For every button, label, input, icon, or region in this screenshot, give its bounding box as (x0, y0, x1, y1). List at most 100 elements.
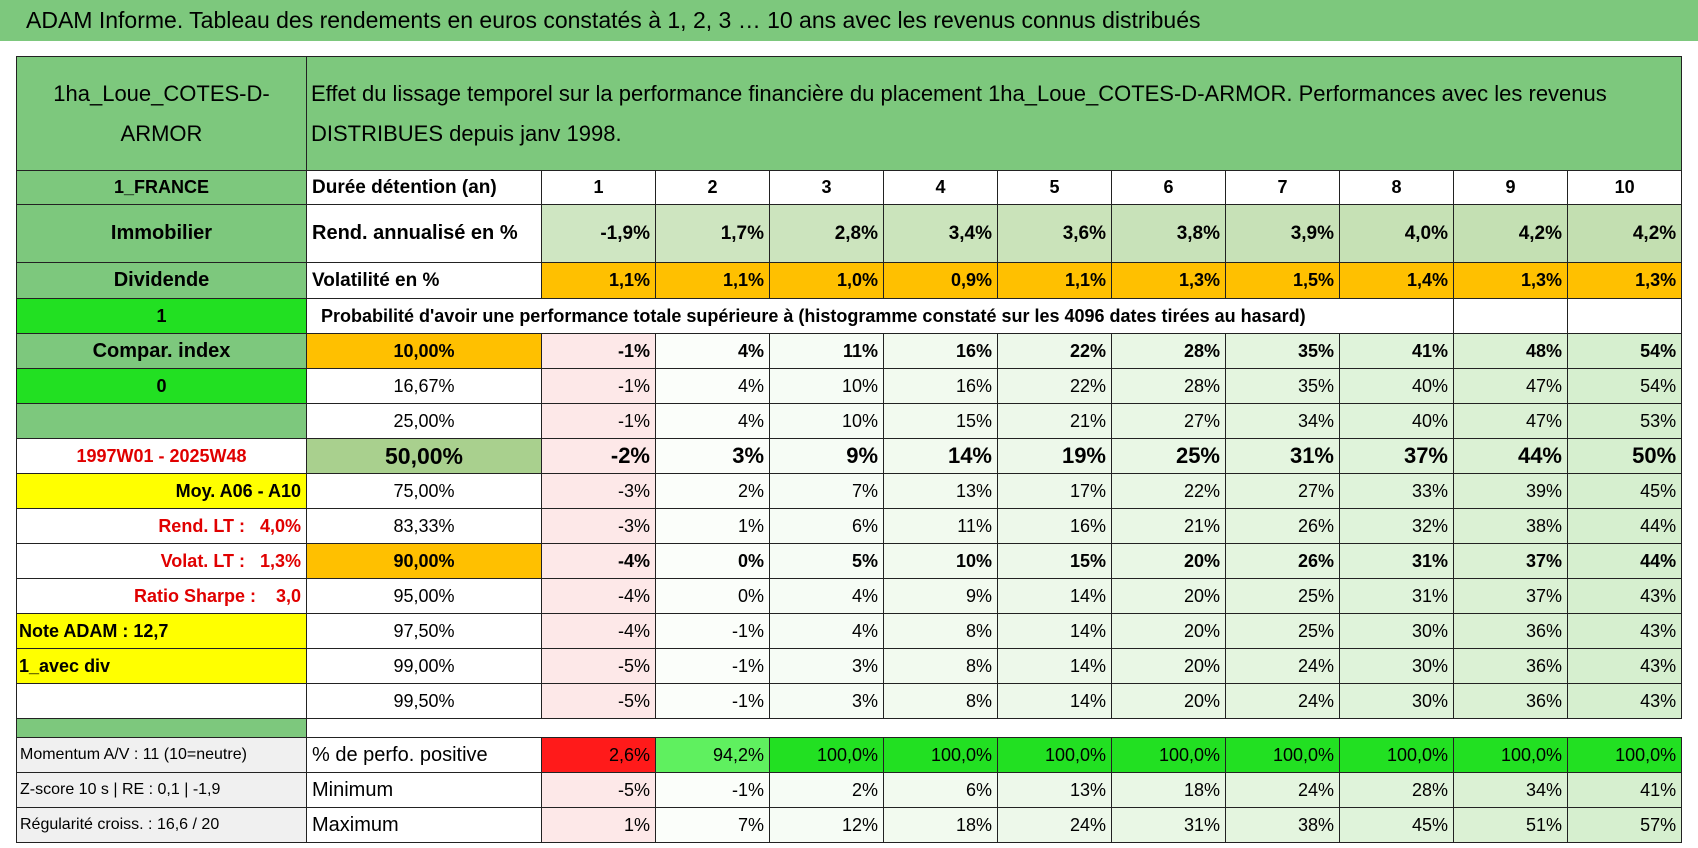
value-cell: 4% (769, 613, 884, 649)
row-label: 50,00% (306, 438, 542, 474)
value-cell: 44% (1566, 543, 1683, 579)
value-cell: 14% (997, 648, 1112, 684)
value-cell: 25% (1225, 613, 1340, 649)
value-cell: 44% (1566, 508, 1683, 544)
value-cell: 4% (769, 578, 884, 614)
value-cell: -1% (541, 403, 656, 439)
column-header: 5 (997, 170, 1112, 205)
value-cell: 11% (883, 508, 998, 544)
value-cell: 3,8% (1111, 204, 1226, 263)
value-cell: 16% (997, 508, 1112, 544)
table-row: Ratio Sharpe : 3,0 95,00% -4% 0% 4% 9% 14% 20% 2… (16, 578, 1683, 614)
side-label: 1_avec div (16, 648, 307, 684)
value-cell: 10% (769, 368, 884, 404)
value-cell: 30% (1339, 613, 1454, 649)
value-cell: 25% (1225, 578, 1340, 614)
spacer (16, 718, 307, 738)
stat-cell: 100,0% (883, 737, 998, 773)
value-cell: 15% (997, 543, 1112, 579)
value-cell: 7% (769, 473, 884, 509)
value-cell: 44% (1453, 438, 1568, 474)
value-cell: -1% (541, 333, 656, 369)
row-label: 97,50% (306, 613, 542, 649)
side-label: 1_FRANCE (16, 170, 307, 205)
value-cell: 3% (655, 438, 770, 474)
row-label: 99,50% (306, 683, 542, 719)
side-label: Immobilier (16, 204, 307, 263)
table-row: Volat. LT : 1,3% 90,00% -4% 0% 5% 10% 15% 20% 26… (16, 543, 1683, 579)
row-label: Durée détention (an) (306, 170, 542, 205)
value-cell: 3% (769, 683, 884, 719)
stat-cell: 100,0% (1453, 737, 1568, 773)
table-row: Régularité croiss. : 16,6 / 20 Maximum 1% 7… (16, 807, 1683, 843)
value-cell: 38% (1453, 508, 1568, 544)
value-cell: 43% (1566, 613, 1683, 649)
side-label (16, 403, 307, 439)
value-cell: 8% (883, 613, 998, 649)
stat-cell: 28% (1339, 772, 1454, 808)
value-cell: 1,7% (655, 204, 770, 263)
column-header: 9 (1453, 170, 1568, 205)
value-cell: 4,0% (1339, 204, 1454, 263)
value-cell: -4% (541, 613, 656, 649)
table-row: Moy. A06 - A10 75,00% -3% 2% 7% 13% 17% 22% 27% 3… (16, 473, 1683, 509)
value-cell: -1% (655, 613, 770, 649)
value-cell: 1% (655, 508, 770, 544)
value-cell: 19% (997, 438, 1112, 474)
value-cell: 3,6% (997, 204, 1112, 263)
stat-cell: -5% (541, 772, 656, 808)
side-label (16, 683, 307, 719)
value-cell: -1% (541, 368, 656, 404)
value-cell: 14% (997, 578, 1112, 614)
value-cell: 11% (769, 333, 884, 369)
table-row: Immobilier Rend. annualisé en % -1,9% 1,7% 2… (16, 204, 1683, 263)
side-label: 0 (16, 368, 307, 404)
value-cell: 4,2% (1453, 204, 1568, 263)
side-label: Volat. LT : 1,3% (16, 543, 307, 579)
row-label: % de perfo. positive (306, 737, 542, 773)
table-row: Rend. LT : 4,0% 83,33% -3% 1% 6% 11% 16% 21% 26%… (16, 508, 1683, 544)
value-cell: 1,1% (655, 262, 770, 299)
value-cell: 31% (1225, 438, 1340, 474)
value-cell: 28% (1111, 368, 1226, 404)
value-cell: 8% (883, 648, 998, 684)
stat-cell: 6% (883, 772, 998, 808)
value-cell: 21% (997, 403, 1112, 439)
side-label: Moy. A06 - A10 (16, 473, 307, 509)
value-cell: 2,8% (769, 204, 884, 263)
value-cell: 37% (1339, 438, 1454, 474)
stat-cell: 94,2% (655, 737, 770, 773)
stat-cell: 2,6% (541, 737, 656, 773)
side-label: Ratio Sharpe : 3,0 (16, 578, 307, 614)
column-header: 10 (1566, 170, 1683, 205)
table-row: 99,50% -5% -1% 3% 8% 14% 20% 24% 30% 36% 43% (16, 683, 1683, 719)
row-label: 75,00% (306, 473, 542, 509)
spacer (306, 718, 1682, 738)
value-cell: -1% (655, 648, 770, 684)
stat-cell: 100,0% (1339, 737, 1454, 773)
value-cell: 10% (883, 543, 998, 579)
row-label: Maximum (306, 807, 542, 843)
value-cell: -1,9% (541, 204, 656, 263)
value-cell: 47% (1453, 403, 1568, 439)
table-row: 1 Probabilité d'avoir une performance tot… (16, 298, 1683, 334)
table-row: 1_FRANCE Durée détention (an) 1 2 3 4 5 6 7 8 9 10 (16, 170, 1683, 205)
value-cell: 30% (1339, 648, 1454, 684)
value-cell: 9% (769, 438, 884, 474)
value-cell: 1,1% (541, 262, 656, 299)
value-cell: 4% (655, 368, 770, 404)
row-label: 95,00% (306, 578, 542, 614)
stat-cell: 38% (1225, 807, 1340, 843)
value-cell: -4% (541, 578, 656, 614)
row-label: 90,00% (306, 543, 542, 579)
stat-cell: 100,0% (1225, 737, 1340, 773)
value-cell: 43% (1566, 578, 1683, 614)
value-cell: 14% (997, 613, 1112, 649)
value-cell: 26% (1225, 543, 1340, 579)
value-cell: 45% (1566, 473, 1683, 509)
stat-cell: 13% (997, 772, 1112, 808)
value-cell: 27% (1111, 403, 1226, 439)
row-label: 16,67% (306, 368, 542, 404)
value-cell: 50% (1566, 438, 1683, 474)
